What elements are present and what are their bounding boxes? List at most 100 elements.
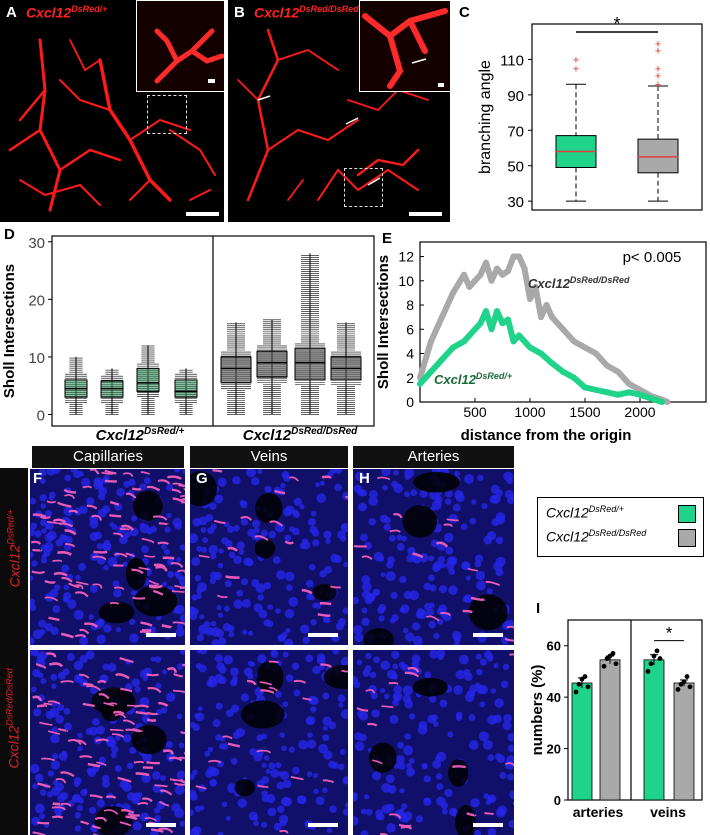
nucleus — [306, 739, 317, 749]
nucleus — [341, 524, 347, 530]
series-point — [604, 362, 610, 369]
nucleus — [114, 735, 121, 741]
nucleus — [265, 768, 271, 775]
vessel-signal — [268, 660, 279, 664]
nucleus — [306, 771, 313, 778]
nucleus — [115, 627, 121, 633]
nucleus — [141, 545, 149, 554]
vessel-signal — [246, 679, 257, 686]
vessel-signal — [147, 687, 162, 694]
vessel-signal — [97, 679, 107, 684]
y-tick-label: 20 — [28, 292, 45, 309]
nucleus — [386, 823, 396, 833]
y-tick-label: 10 — [398, 273, 414, 289]
nucleus — [132, 821, 142, 831]
series-label-sup: DsRed/DsRed — [570, 275, 630, 285]
nucleus — [402, 816, 410, 823]
row-label-strip — [0, 468, 28, 835]
nucleus — [196, 633, 205, 642]
series-point — [472, 326, 478, 333]
nucleus — [363, 794, 370, 800]
nucleus — [39, 478, 46, 485]
nucleus — [464, 692, 475, 703]
vessel-signal — [154, 784, 168, 788]
nucleus — [44, 509, 53, 518]
vessel-signal — [140, 621, 153, 627]
vessel-signal — [119, 657, 134, 664]
nucleus — [354, 741, 365, 752]
vessel-signal — [137, 802, 149, 806]
vessel-signal — [114, 713, 127, 719]
nucleus — [343, 561, 348, 568]
nucleus — [63, 584, 70, 591]
airspace — [133, 490, 163, 521]
panel-g-letter: G — [196, 470, 208, 487]
airspace — [402, 505, 438, 538]
airspace — [94, 806, 133, 835]
nucleus — [415, 815, 424, 823]
nucleus — [401, 663, 409, 672]
series-point — [510, 253, 517, 260]
nucleus — [391, 673, 399, 680]
group-label: Cxcl12DsRed/DsRed — [243, 426, 358, 444]
nucleus — [174, 604, 185, 615]
panel-h-bottom-image — [353, 650, 514, 835]
nucleus — [499, 771, 507, 779]
nucleus — [437, 653, 445, 661]
vessel-signal — [119, 821, 132, 827]
nucleus — [233, 525, 240, 532]
nucleus — [218, 548, 224, 554]
nucleus — [46, 469, 56, 476]
nucleus — [154, 656, 162, 663]
vessel-signal — [157, 479, 171, 485]
nucleus — [251, 579, 260, 588]
nucleus — [453, 685, 463, 695]
nucleus — [73, 609, 84, 620]
data-point — [573, 689, 579, 695]
series-point — [488, 326, 495, 333]
nucleus — [176, 770, 185, 780]
nucleus — [236, 541, 245, 550]
vessel-signal — [52, 559, 63, 563]
vessel-signal — [131, 727, 143, 733]
vessel-signal — [225, 575, 240, 579]
nucleus — [432, 759, 442, 769]
series-point — [494, 265, 500, 272]
nucleus — [435, 498, 441, 504]
x-tick-label: 500 — [463, 404, 487, 420]
nucleus — [435, 773, 443, 780]
nucleus — [487, 754, 495, 762]
nucleus — [252, 519, 261, 528]
vessel-signal — [95, 738, 110, 743]
series-point — [505, 316, 511, 323]
nucleus — [221, 743, 229, 750]
vessel-signal — [148, 580, 159, 586]
nucleus — [405, 632, 415, 642]
nucleus — [506, 477, 513, 485]
nucleus — [326, 827, 333, 834]
nucleus — [282, 796, 292, 807]
nucleus — [284, 608, 295, 619]
vessel-signal — [55, 778, 67, 784]
nucleus — [232, 476, 241, 485]
panel-g-top-image — [190, 469, 348, 645]
vessel-signal — [140, 471, 150, 476]
vessel-signal — [152, 515, 168, 521]
series-point — [461, 271, 467, 278]
nucleus — [174, 784, 185, 795]
vessel-signal — [91, 825, 102, 830]
nucleus — [116, 487, 126, 497]
y-tick-label: 8 — [406, 297, 414, 313]
row-label-hom-base: Cxcl12 — [5, 725, 22, 769]
nucleus — [179, 820, 185, 827]
vessel-signal — [153, 589, 164, 596]
nucleus — [199, 650, 208, 655]
nucleus — [397, 741, 405, 749]
vessel-signal — [47, 521, 61, 525]
nucleus — [373, 656, 381, 664]
nucleus — [98, 492, 106, 501]
nucleus — [482, 739, 493, 750]
nucleus — [261, 776, 270, 784]
nucleus — [233, 599, 243, 609]
